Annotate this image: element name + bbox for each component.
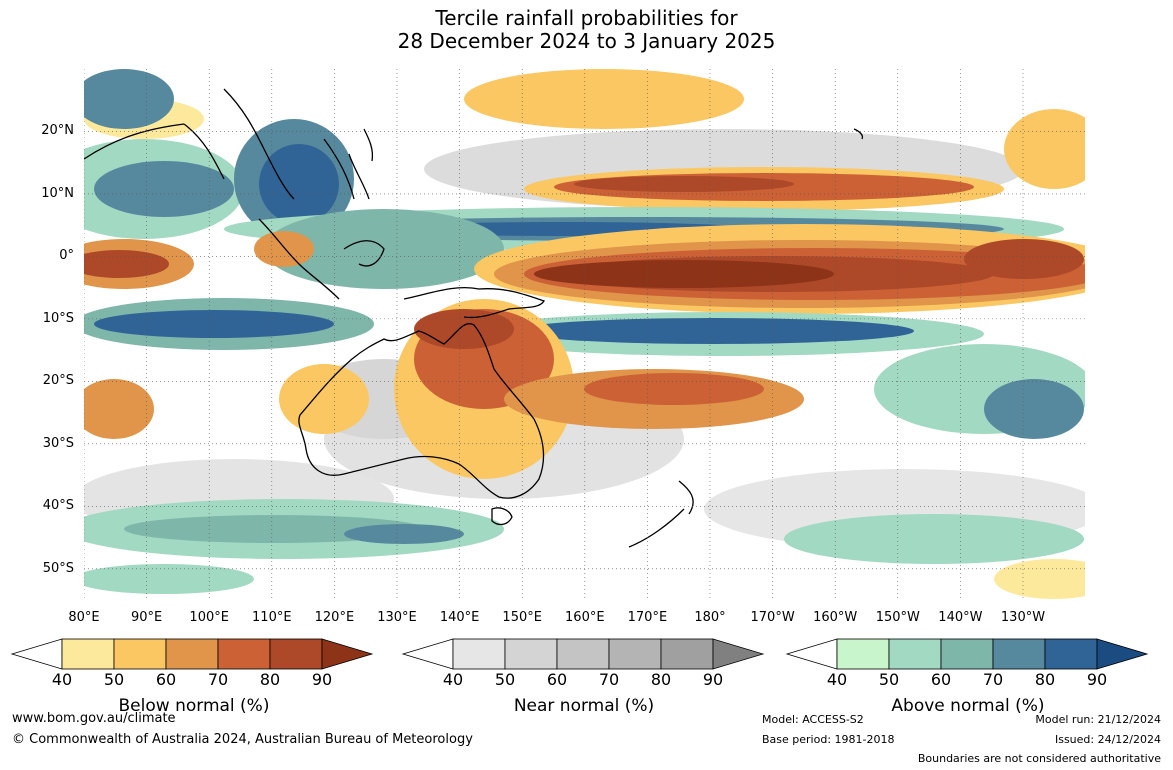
longitude-label: 180° <box>694 610 726 625</box>
below-normal-tick-label: 40 <box>51 670 73 689</box>
above-normal-label: Above normal (%) <box>891 696 1045 716</box>
above-normal-colour-segment <box>940 638 994 670</box>
base-period: Base period: 1981-2018 <box>762 733 895 746</box>
rainfall-probability-map <box>84 69 1085 600</box>
latitude-label: 20°S <box>42 373 74 389</box>
wet-band-south <box>84 298 1085 439</box>
issued-date: Issued: 24/12/2024 <box>1054 733 1161 746</box>
latitude-label: 20°N <box>41 123 74 139</box>
boundaries-disclaimer: Boundaries are not considered authoritat… <box>917 752 1161 765</box>
longitude-label: 160°E <box>565 610 605 625</box>
dry-band-equator <box>84 224 1085 314</box>
above-normal-colorbar <box>785 637 1153 673</box>
wet-band-north <box>84 69 1064 289</box>
longitude-label: 110°E <box>252 610 292 625</box>
near-normal-tick-label: 40 <box>442 670 464 689</box>
longitude-label: 170°W <box>750 610 795 625</box>
graticule <box>84 69 1085 600</box>
near-normal-tick-label: 60 <box>546 670 568 689</box>
near-normal-colorbar <box>401 637 769 673</box>
below-normal-tick-label: 50 <box>103 670 125 689</box>
model-run-date: Model run: 21/12/2024 <box>1035 713 1161 726</box>
dry-band-north <box>84 69 1085 211</box>
above-normal-tick-label: 50 <box>878 670 900 689</box>
below-normal-tick-label: 80 <box>259 670 281 689</box>
longitude-label: 100°E <box>189 610 229 625</box>
below-normal-tick-label: 60 <box>155 670 177 689</box>
below-normal-colorbar <box>10 637 378 673</box>
below-normal-high-extension <box>321 638 374 670</box>
india-coast <box>84 123 225 180</box>
longitude-label: 140°E <box>439 610 480 625</box>
above-normal-colour-segment <box>992 638 1046 670</box>
new-guinea-coast <box>403 287 545 319</box>
above-normal-tick-label: 90 <box>1086 670 1108 689</box>
near-normal-colour-segment <box>660 638 714 670</box>
latitude-label: 0° <box>59 248 74 264</box>
latitude-label: 10°S <box>42 310 74 326</box>
above-normal-tick-label: 80 <box>1034 670 1056 689</box>
above-normal-tick-label: 60 <box>930 670 952 689</box>
near-normal-tick-label: 90 <box>702 670 724 689</box>
website-link[interactable]: www.bom.gov.au/climate <box>12 711 176 726</box>
below-normal-tick-label: 90 <box>311 670 333 689</box>
below-normal-low-extension <box>10 638 63 670</box>
above-normal-high-extension <box>1096 638 1149 670</box>
dry-region-australia <box>84 299 804 479</box>
latitude-label: 10°N <box>41 185 74 201</box>
longitude-label: 120°E <box>314 610 355 625</box>
below-normal-tick-label: 70 <box>207 670 229 689</box>
latitude-label: 40°S <box>42 498 74 514</box>
above-normal-tick-label: 40 <box>826 670 848 689</box>
above-normal-colour-segment <box>888 638 942 670</box>
map-title-line2: 28 December 2024 to 3 January 2025 <box>397 29 776 53</box>
maritime-continent-coast <box>258 218 385 300</box>
longitude-label: 160°W <box>813 610 858 625</box>
latitude-label: 30°S <box>42 435 74 451</box>
longitude-label: 80°E <box>68 610 100 625</box>
above-normal-ticks: 40 50 60 70 80 90 <box>785 670 1153 690</box>
below-normal-colour-segment <box>113 638 167 670</box>
below-normal-label: Below normal (%) <box>118 696 270 716</box>
longitude-label: 90°E <box>130 610 163 625</box>
above-normal-colour-segment <box>836 638 890 670</box>
near-normal-high-extension <box>712 638 765 670</box>
southeast-asia-coast <box>223 88 355 200</box>
below-normal-ticks: 40 50 60 70 80 90 <box>10 670 378 690</box>
near-normal-colour-segment <box>608 638 662 670</box>
above-normal-tick-label: 70 <box>982 670 1004 689</box>
tasmania-coast <box>491 507 513 526</box>
near-normal-tick-label: 50 <box>494 670 516 689</box>
hawaii-coast <box>853 128 864 140</box>
longitude-label: 130°W <box>1000 610 1046 625</box>
longitude-label: 150°E <box>502 610 542 625</box>
near-normal-ticks: 40 50 60 70 80 90 <box>401 670 769 690</box>
below-normal-colour-segment <box>269 638 323 670</box>
longitude-label: 150°W <box>875 610 920 625</box>
map-title-line1: Tercile rainfall probabilities for <box>435 6 738 30</box>
longitude-label: 140°W <box>938 610 983 625</box>
latitude-label: 50°S <box>42 560 74 576</box>
near-normal-low-extension <box>401 638 454 670</box>
wet-region-southern-ocean <box>84 499 1085 599</box>
near-normal-tick-label: 70 <box>598 670 620 689</box>
above-normal-colour-segment <box>1044 638 1098 670</box>
longitude-label: 170°E <box>627 610 668 625</box>
copyright-text: © Commonwealth of Australia 2024, Austra… <box>12 732 473 747</box>
below-normal-colour-segment <box>217 638 271 670</box>
above-normal-low-extension <box>785 638 838 670</box>
below-normal-colour-segment <box>61 638 115 670</box>
near-normal-label: Near normal (%) <box>513 696 655 716</box>
near-normal-colour-segment <box>556 638 610 670</box>
near-normal-tick-label: 80 <box>650 670 672 689</box>
philippines-coast <box>348 128 374 200</box>
coastlines <box>84 88 864 548</box>
near-normal-colour-segment <box>504 638 558 670</box>
longitude-label: 130°E <box>377 610 417 625</box>
new-zealand-coast <box>628 480 694 548</box>
near-normal-colour-segment <box>452 638 506 670</box>
australia-coast <box>298 323 545 499</box>
model-name: Model: ACCESS-S2 <box>762 713 864 726</box>
below-normal-colour-segment <box>165 638 219 670</box>
